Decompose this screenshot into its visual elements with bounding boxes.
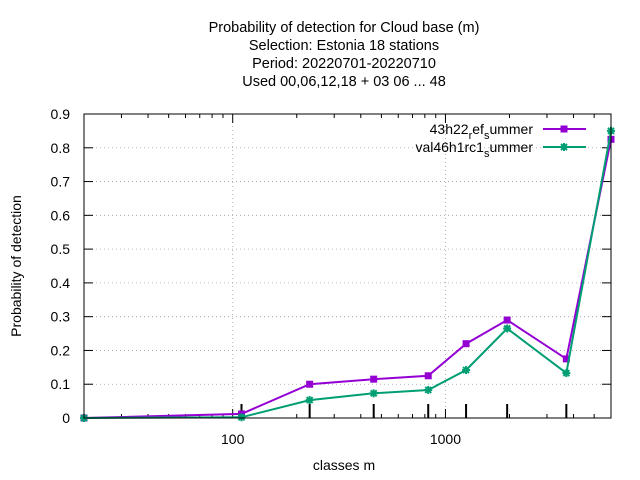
marker-stroke	[562, 369, 571, 377]
data-point	[305, 396, 314, 405]
data-point	[424, 372, 432, 380]
marker-stroke	[369, 389, 378, 398]
data-point	[503, 324, 512, 333]
legend-marker	[560, 143, 568, 151]
chart-title: Probability of detection for Cloud base …	[209, 20, 480, 90]
legend-text-part: 43h22	[430, 121, 469, 137]
y-tick-label: 0.1	[51, 376, 71, 392]
y-tick-label: 0.8	[51, 140, 71, 156]
data-point	[424, 385, 433, 394]
axis-ticks: 0 0.1 0.2 0.3 0.4 0.5 0.6 0.7 0.8 0.9 100 1000	[51, 106, 611, 447]
y-tick-label: 0.9	[51, 106, 71, 122]
legend-marker	[560, 125, 568, 133]
marker-stroke	[560, 143, 568, 151]
y-tick-label: 0.6	[51, 207, 71, 223]
data-point	[306, 380, 314, 388]
y-tick-label: 0.3	[51, 309, 71, 325]
title-line: Probability of detection for Cloud base …	[209, 20, 480, 36]
x-axis-label: classes m	[313, 457, 375, 473]
marker-stroke	[424, 386, 432, 394]
series-line-0	[83, 139, 612, 419]
data-point	[562, 355, 570, 363]
data-point	[237, 413, 246, 422]
data-point	[370, 375, 378, 383]
data-point	[562, 369, 571, 378]
marker-stroke	[503, 324, 511, 333]
data-point	[462, 366, 471, 375]
series	[80, 126, 615, 422]
legend-text-part: ummer	[489, 139, 533, 155]
title-line: Used 00,06,12,18 + 03 06 ... 48	[242, 74, 446, 90]
legend-text-part: r	[469, 130, 473, 142]
y-tick-label: 0	[62, 410, 70, 426]
data-point	[462, 340, 470, 348]
series-line-1	[83, 130, 612, 419]
data-point	[503, 316, 511, 324]
legend-label: 43h22refsummer	[430, 121, 534, 142]
y-tick-label: 0.2	[51, 342, 71, 358]
legend-text-part: s	[484, 130, 490, 142]
y-tick-label: 0.7	[51, 174, 71, 190]
legend-text-part: ummer	[489, 121, 533, 137]
marker-stroke	[462, 366, 470, 374]
y-axis-label: Probability of detection	[8, 195, 24, 337]
plot-frame	[83, 113, 612, 419]
y-tick-label: 0.5	[51, 241, 71, 257]
x-tick-label: 1000	[430, 431, 461, 447]
x-tick-label: 100	[221, 431, 245, 447]
marker-stroke	[237, 413, 246, 422]
legend-label: val46h1rc1summer	[415, 139, 533, 160]
grid	[84, 114, 611, 418]
legend-text-part: val46h1rc1	[415, 139, 484, 155]
marker-stroke	[305, 396, 314, 404]
legend-text-part: ef	[472, 121, 484, 137]
y-tick-label: 0.4	[51, 275, 71, 291]
data-point	[369, 389, 378, 398]
title-line: Selection: Estonia 18 stations	[249, 38, 439, 54]
legend-text-part: s	[484, 148, 490, 160]
title-line: Period: 20220701-20220710	[252, 56, 436, 72]
